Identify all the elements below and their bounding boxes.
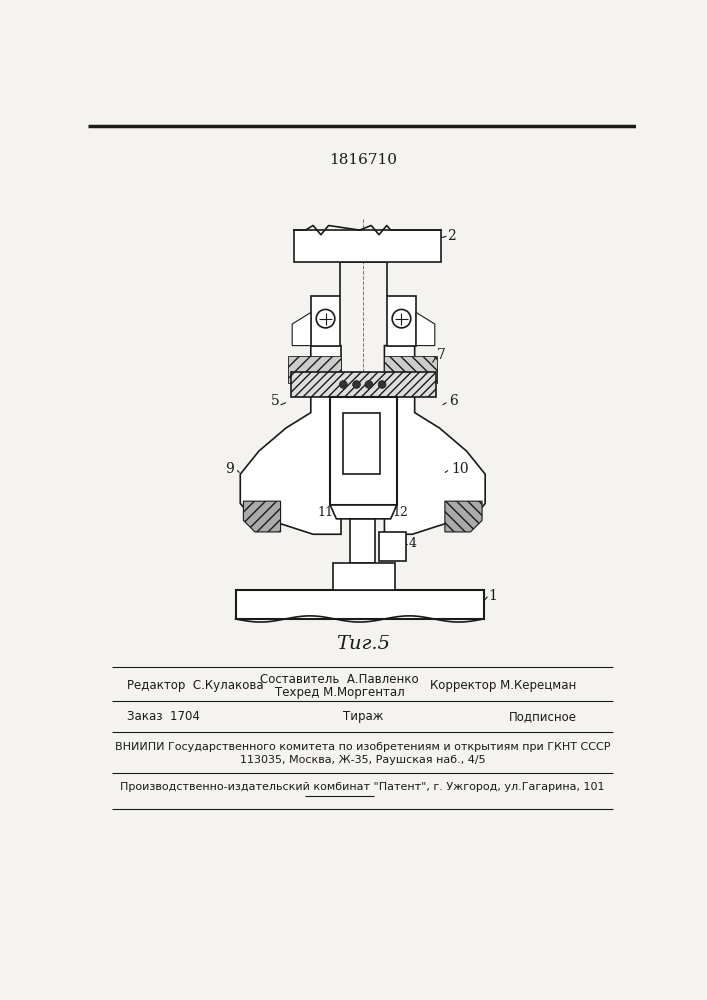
Bar (291, 372, 436, 397)
Text: Техред М.Моргентал: Техред М.Моргентал (274, 686, 404, 699)
Text: Редактор  С.Кулакова: Редактор С.Кулакова (127, 679, 264, 692)
Polygon shape (240, 346, 341, 534)
Bar (235, 590, 484, 619)
Bar (379, 532, 406, 561)
Text: Заказ  1704: Заказ 1704 (127, 710, 200, 723)
Circle shape (353, 381, 361, 388)
Circle shape (378, 381, 386, 388)
Text: Тираж: Тираж (342, 710, 383, 723)
Text: 11: 11 (317, 506, 333, 519)
Text: Составитель  А.Павленко: Составитель А.Павленко (260, 673, 419, 686)
Polygon shape (292, 312, 311, 346)
Text: 1: 1 (489, 589, 497, 603)
Text: Подписное: Подписное (508, 710, 577, 723)
Text: Корректор М.Керецман: Корректор М.Керецман (431, 679, 577, 692)
Text: ВНИИПИ Государственного комитета по изобретениям и открытиям при ГКНТ СССР: ВНИИПИ Государственного комитета по изоб… (115, 742, 610, 752)
Text: 4: 4 (409, 537, 416, 550)
Polygon shape (288, 356, 341, 383)
Text: 7: 7 (437, 348, 446, 362)
Text: Τиг.5: Τиг.5 (336, 635, 390, 653)
Polygon shape (243, 501, 281, 532)
Text: 6: 6 (449, 394, 457, 408)
Polygon shape (387, 296, 416, 346)
Text: 2: 2 (448, 229, 456, 242)
Polygon shape (385, 346, 485, 534)
Bar (293, 230, 441, 262)
Text: Производственно-издательский комбинат "Патент", г. Ужгород, ул.Гагарина, 101: Производственно-издательский комбинат "П… (120, 782, 605, 792)
Text: 1816710: 1816710 (329, 153, 397, 167)
Bar (330, 397, 397, 505)
Bar (332, 563, 395, 590)
Text: 12: 12 (392, 506, 408, 519)
Polygon shape (311, 296, 340, 346)
Bar (343, 413, 380, 474)
Polygon shape (445, 501, 482, 532)
Circle shape (365, 381, 373, 388)
Text: 10: 10 (451, 462, 469, 476)
Polygon shape (330, 505, 397, 519)
Text: 5: 5 (271, 394, 279, 408)
Text: 113035, Москва, Ж-35, Раушская наб., 4/5: 113035, Москва, Ж-35, Раушская наб., 4/5 (240, 755, 486, 765)
Circle shape (339, 381, 347, 388)
Polygon shape (385, 356, 437, 383)
Bar (351, 519, 375, 563)
Polygon shape (416, 312, 435, 346)
Text: 9: 9 (226, 462, 234, 476)
